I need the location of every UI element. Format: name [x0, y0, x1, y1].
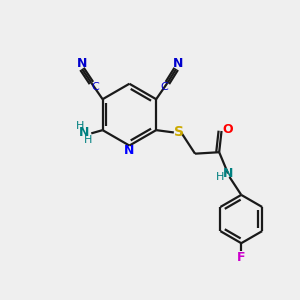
Text: N: N [172, 57, 183, 70]
Text: C: C [91, 82, 99, 92]
Text: N: N [77, 57, 87, 70]
Text: N: N [223, 167, 233, 180]
Text: H: H [76, 121, 84, 131]
Text: N: N [124, 144, 135, 158]
Text: H: H [216, 172, 224, 182]
Text: F: F [237, 251, 245, 264]
Text: O: O [223, 123, 233, 136]
Text: S: S [174, 125, 184, 140]
Text: N: N [79, 126, 89, 139]
Text: C: C [160, 82, 168, 92]
Text: H: H [84, 135, 92, 145]
